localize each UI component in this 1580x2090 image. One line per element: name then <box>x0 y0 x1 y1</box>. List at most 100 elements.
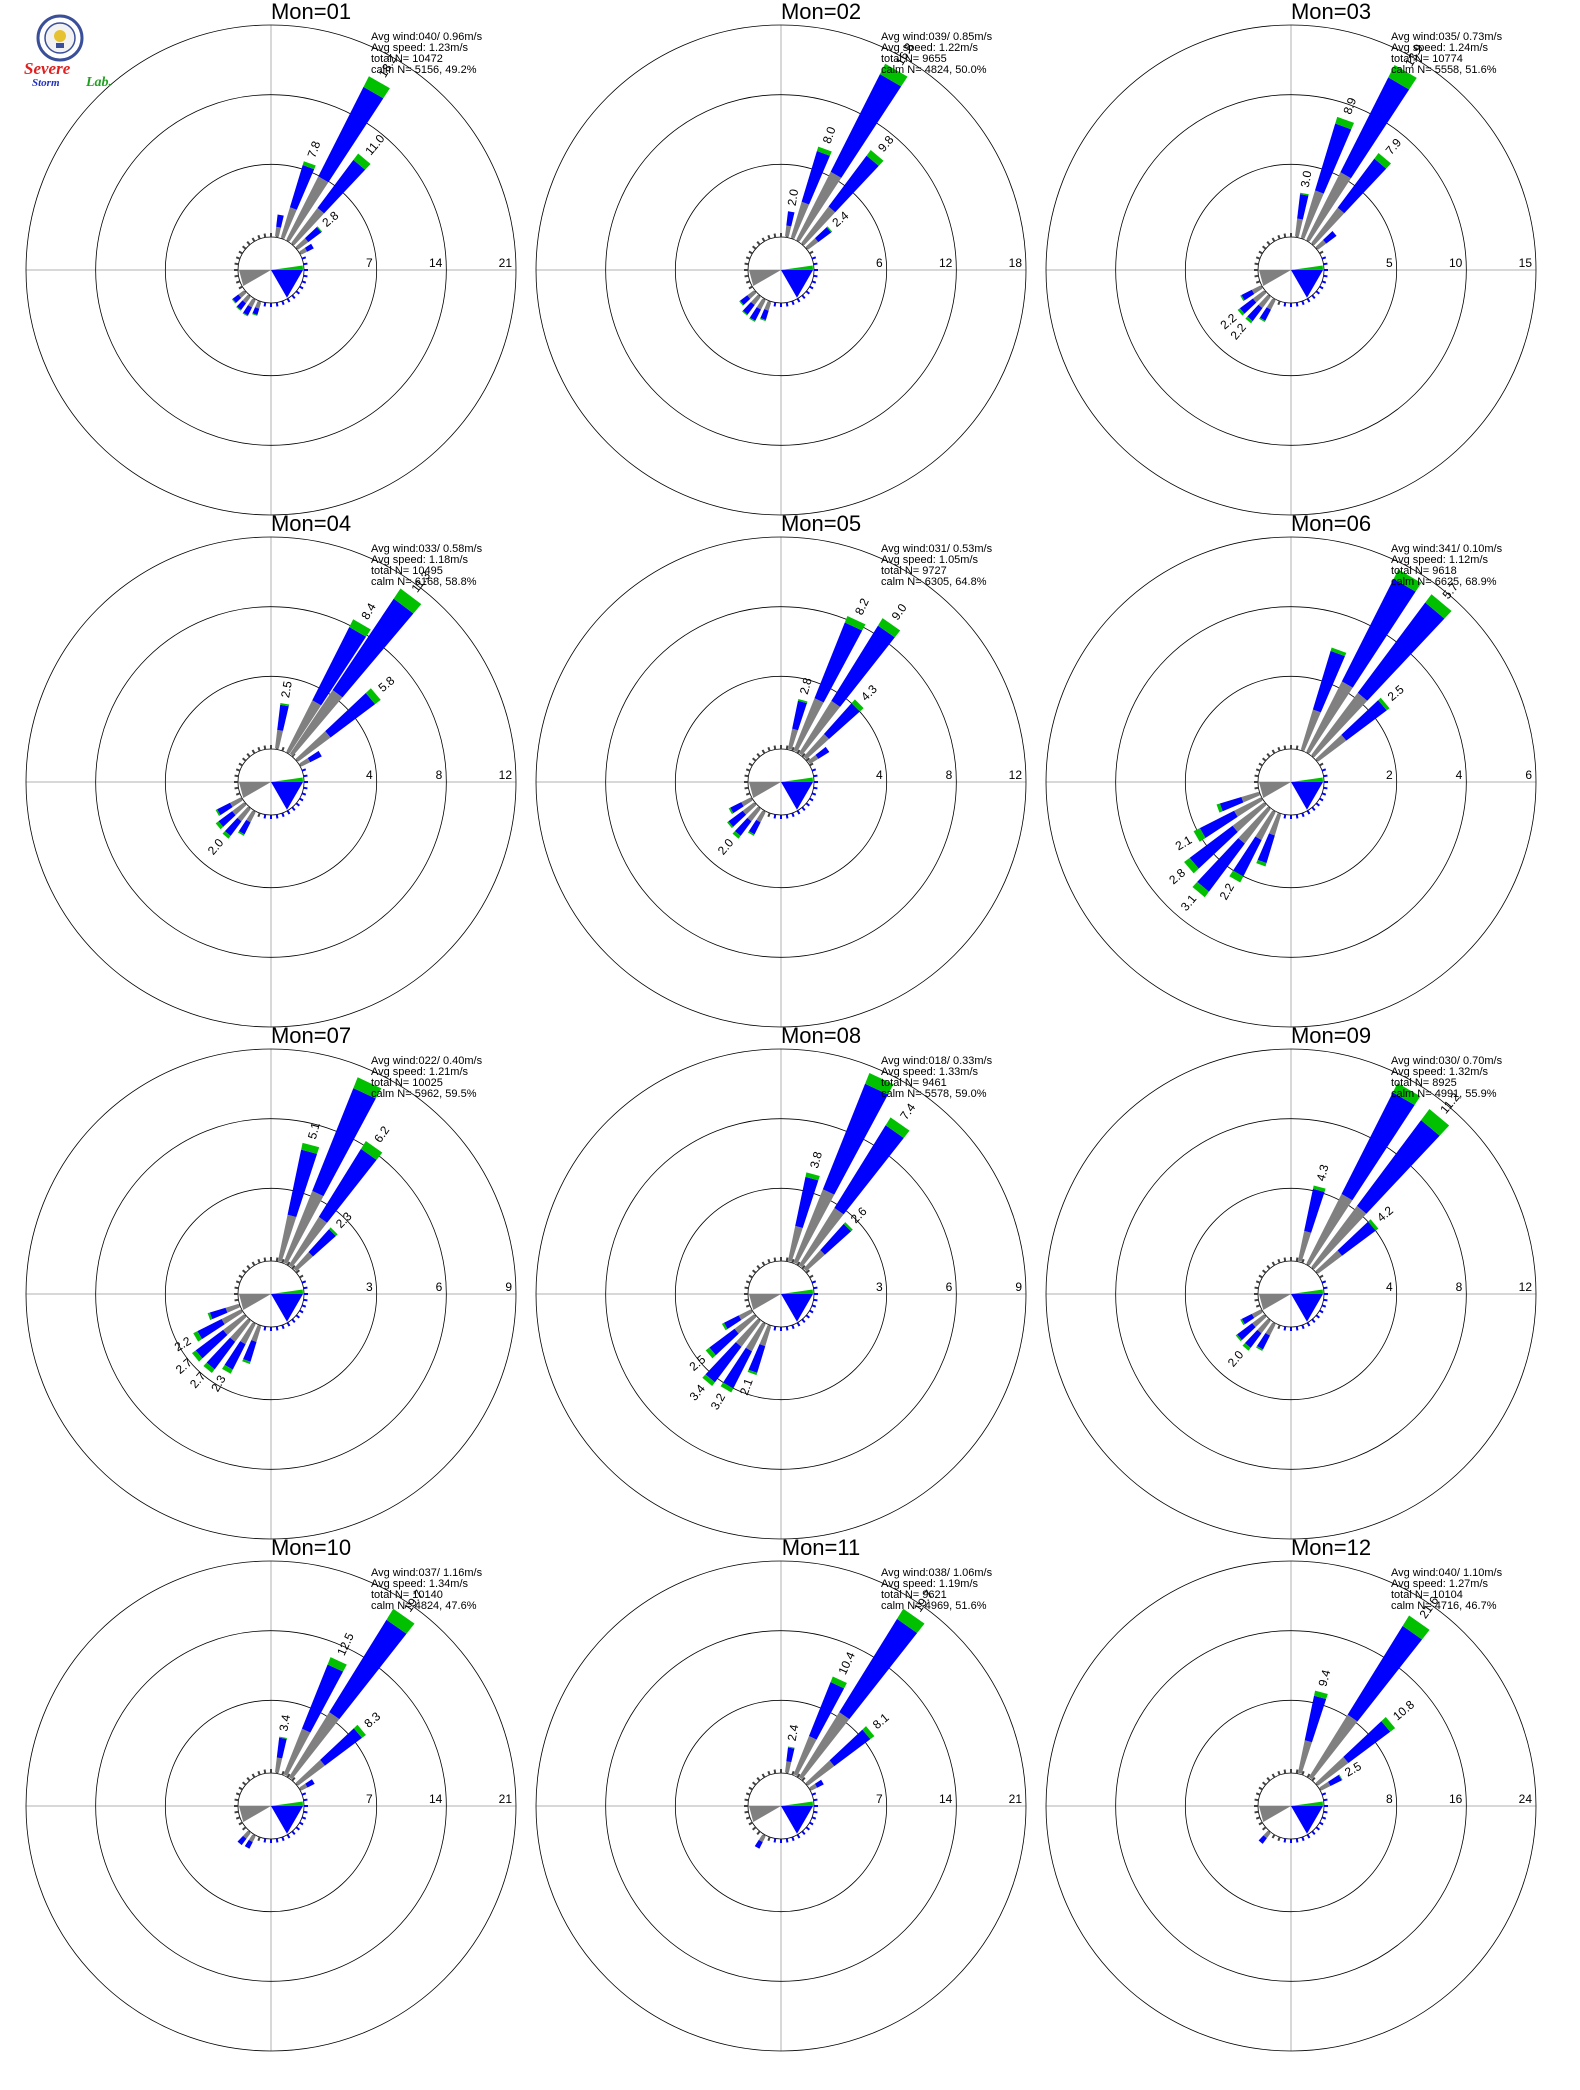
petal-blue-segment <box>308 1229 336 1257</box>
petal-blue-segment <box>318 1148 377 1223</box>
petal-blue-segment <box>786 211 795 227</box>
petal-green-segment <box>787 1746 795 1749</box>
direction-tick <box>791 1836 795 1842</box>
petal-blue-segment <box>243 1340 257 1362</box>
petal-gray-segment <box>1311 692 1368 758</box>
direction-tick <box>752 1269 757 1274</box>
petal-gray-segment <box>1266 298 1276 310</box>
direction-tick <box>263 233 267 238</box>
range-ring <box>674 675 888 889</box>
stats-line: calm N= 6168, 58.8% <box>371 576 477 588</box>
petal-gray-segment <box>798 1207 844 1268</box>
petal-value-label: 7.8 <box>305 139 324 160</box>
direction-tick <box>1319 285 1324 290</box>
range-ring <box>25 24 517 516</box>
stats-line: calm N= 5156, 49.2% <box>371 64 477 76</box>
petal-green-segment <box>386 1608 415 1634</box>
petal-blue-segment <box>209 1307 228 1320</box>
petal-gray-segment <box>275 226 281 237</box>
petal-green-segment <box>728 807 734 815</box>
range-ring <box>605 94 957 446</box>
direction-tick <box>1262 245 1267 250</box>
direction-tick <box>1306 1322 1311 1327</box>
direction-tick <box>1277 1258 1281 1264</box>
petal-gray-segment <box>1251 285 1263 295</box>
ring-label: 24 <box>1519 1792 1533 1806</box>
petal-gray-segment <box>1234 797 1263 817</box>
mid-speed-sector <box>781 1801 813 1806</box>
direction-tick <box>801 294 806 299</box>
petal-value-label: 2.2 <box>1217 881 1238 903</box>
stats-line: calm N= 6305, 64.8% <box>881 576 987 588</box>
direction-tick <box>1277 300 1281 306</box>
wind-rose-panel: Mon=05 4 8 12 2.8 8.2 9.0 4.3 2.0 Avg wind:031/ 0… <box>535 511 1027 1028</box>
stats-line: Avg speed: 1.21m/s <box>371 1066 469 1078</box>
direction-tick <box>242 1269 247 1274</box>
direction-tick <box>1266 753 1271 758</box>
petal-gray-segment <box>1315 1756 1349 1786</box>
direction-tick <box>811 1816 817 1820</box>
low-speed-sector <box>1291 1806 1323 1834</box>
direction-tick <box>1258 1786 1263 1791</box>
range-ring <box>535 24 1027 516</box>
ring-label: 7 <box>366 256 373 270</box>
direction-tick <box>238 1274 243 1279</box>
stats-line: Avg speed: 1.27m/s <box>1391 1578 1489 1590</box>
petal-gray-segment <box>805 238 819 250</box>
direction-tick <box>744 1810 749 1814</box>
direction-tick <box>745 256 751 260</box>
petal-blue-segment <box>1304 1695 1327 1743</box>
ring-label: 21 <box>1009 1792 1023 1806</box>
petal-gray-segment <box>1311 207 1345 246</box>
direction-tick <box>301 792 307 796</box>
petal-green-segment <box>279 1736 287 1739</box>
direction-tick <box>805 1314 810 1319</box>
petal-green-segment <box>1240 295 1245 302</box>
direction-tick <box>1301 1770 1305 1776</box>
range-ring <box>25 1048 517 1540</box>
direction-tick <box>238 1821 243 1826</box>
direction-tick <box>1321 1792 1327 1796</box>
petal-green-segment <box>353 153 371 170</box>
direction-tick <box>744 274 749 278</box>
direction-tick <box>286 1261 291 1266</box>
petal-blue-segment <box>822 1083 888 1195</box>
direction-tick <box>744 262 749 266</box>
direction-tick <box>286 298 291 303</box>
petal-green-segment <box>1256 859 1267 867</box>
direction-tick <box>756 1265 761 1270</box>
direction-tick <box>773 814 777 819</box>
direction-tick <box>1306 1834 1311 1839</box>
panel-title: Mon=06 <box>1291 511 1371 536</box>
petal-green-segment <box>865 1072 894 1095</box>
petal-green-segment <box>749 317 756 322</box>
logo-word-severe: Severe <box>24 59 71 78</box>
petal-green-segment <box>739 300 744 306</box>
petal-blue-segment <box>808 1682 845 1740</box>
direction-tick <box>1321 1304 1327 1308</box>
petal-blue-segment <box>740 295 751 305</box>
stats-line: calm N= 4824, 47.6% <box>371 1600 477 1612</box>
university-seal-icon: Severe Storm Lab. <box>24 14 112 90</box>
petal-value-label: 3.2 <box>708 1391 729 1413</box>
petal-gray-segment <box>809 1783 818 1791</box>
stats-line: Avg wind:022/ 0.40m/s <box>371 1055 483 1067</box>
direction-tick <box>1306 810 1311 815</box>
petal-blue-segment <box>1239 298 1257 314</box>
direction-tick <box>1277 1770 1281 1776</box>
petal-gray-segment <box>787 728 799 750</box>
direction-tick <box>811 1304 817 1308</box>
petal-gray-segment <box>742 802 757 815</box>
ring-label: 9 <box>1015 1280 1022 1294</box>
petal-green-segment <box>844 615 866 631</box>
direction-tick <box>785 745 789 750</box>
ring-label: 2 <box>1386 768 1393 782</box>
direction-tick <box>281 1836 285 1842</box>
direction-tick <box>1311 806 1316 811</box>
petal-gray-segment <box>807 754 819 765</box>
direction-tick <box>1255 1792 1261 1796</box>
direction-tick <box>761 1773 766 1778</box>
direction-tick <box>263 302 267 307</box>
